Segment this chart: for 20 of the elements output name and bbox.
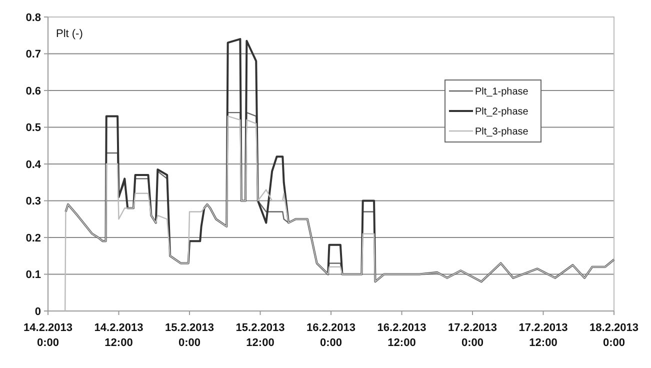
x-tick-label: 18.2.2013 0:00 [590,322,638,349]
y-tick-label: 0.7 [26,48,41,61]
y-tick-label: 0.3 [26,196,41,208]
x-tick-label: 15.2.2013 0:00 [165,322,214,349]
x-tick-label: 15.2.2013 12:00 [236,322,285,349]
y-axis-title: Plt (-) [56,28,83,40]
y-tick-label: 0.4 [26,158,42,171]
x-tick-label: 16.2.2013 0:00 [306,322,356,349]
legend-label: Plt_1-phase [475,86,529,98]
x-tick-label: 14.2.2013 0:00 [24,322,72,349]
x-tick-label: 17.2.2013 0:00 [448,322,497,349]
x-tick-label: 16.2.2013 12:00 [377,322,426,349]
y-tick-label: 0.5 [26,122,41,134]
x-tick-label: 14.2.2013 12:00 [94,322,144,349]
y-tick-label: 0.6 [26,85,41,98]
x-tick-label: 17.2.2013 12:00 [518,322,568,349]
y-tick-label: 0.8 [26,12,41,24]
y-tick-label: 0.1 [26,269,41,282]
y-tick-label: 0 [34,306,41,318]
y-tick-label: 0.2 [26,232,41,244]
